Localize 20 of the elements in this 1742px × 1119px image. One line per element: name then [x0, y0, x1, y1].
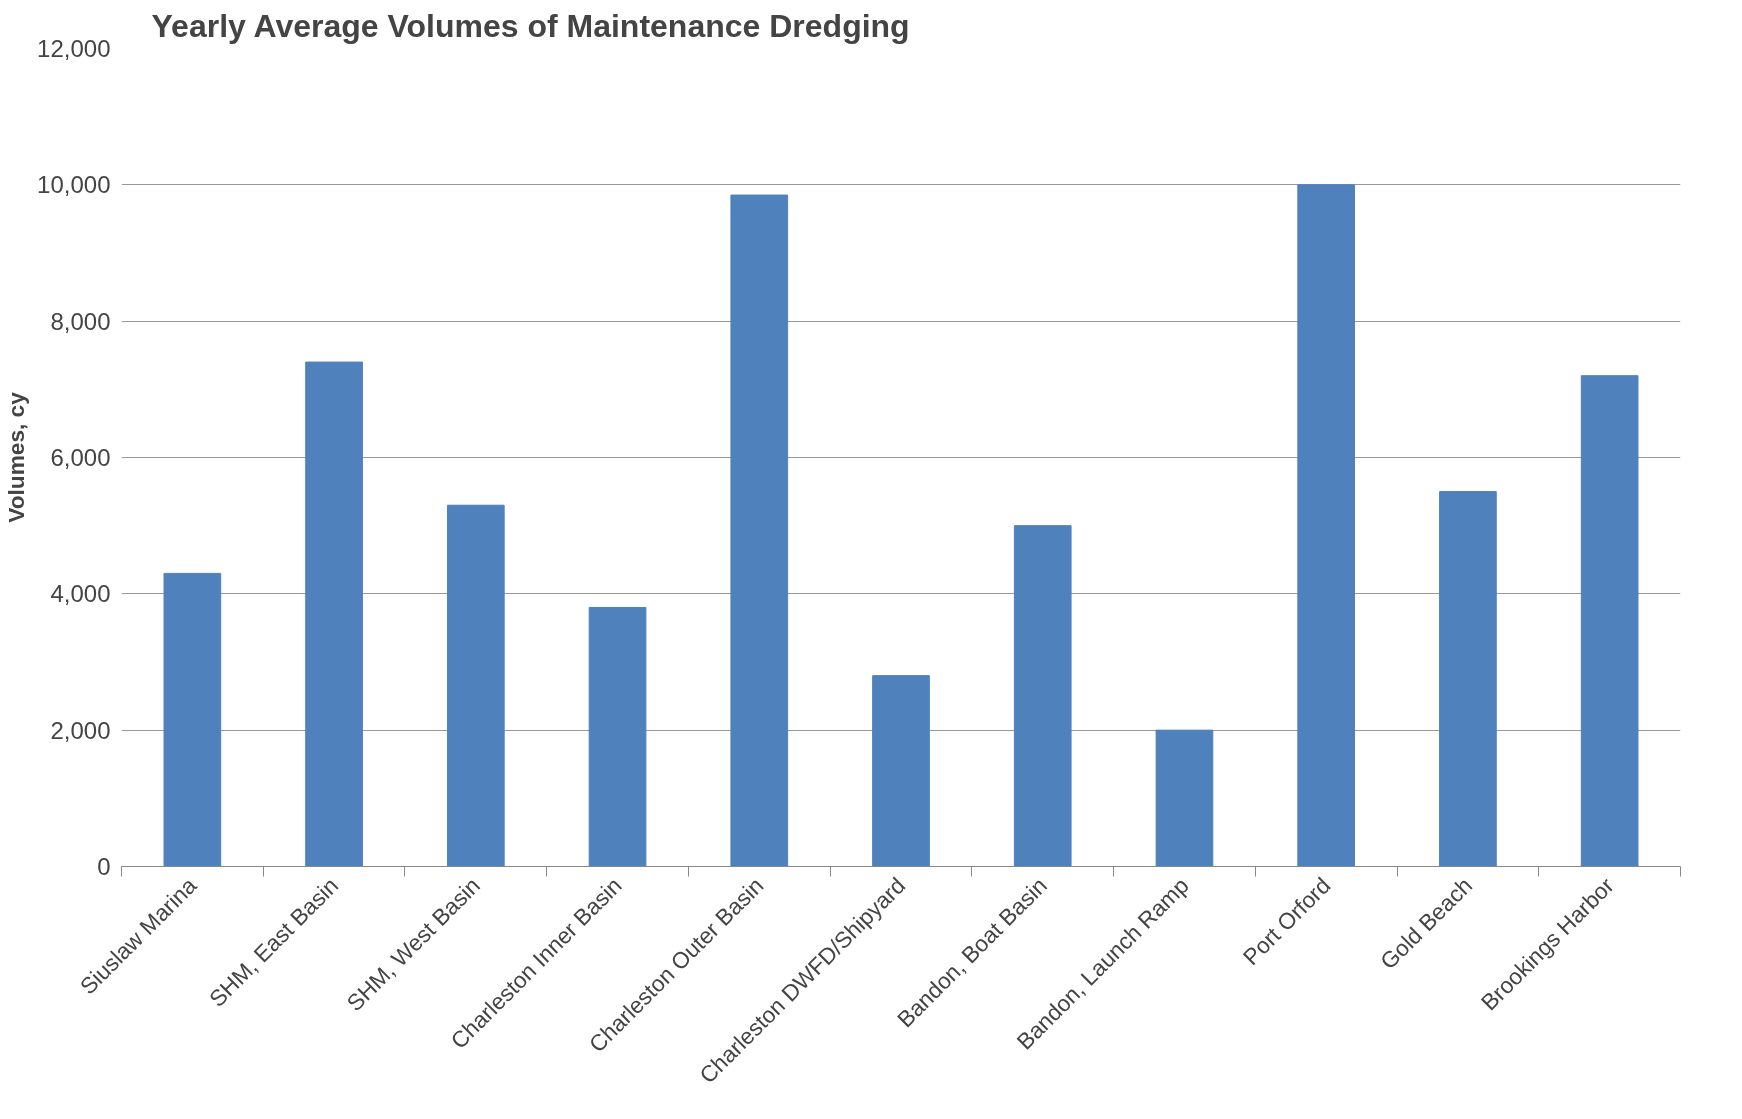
bar [1439, 491, 1497, 867]
y-tick-label: 4,000 [50, 580, 111, 608]
y-tick-label: 2,000 [50, 716, 111, 744]
bar [1580, 375, 1639, 867]
bar [588, 606, 647, 867]
y-tick-label: 12,000 [37, 35, 111, 62]
bar [1297, 184, 1356, 867]
y-axis-title: Volumes, cy [3, 391, 30, 523]
bar [1013, 525, 1072, 867]
bar [446, 504, 505, 867]
bar [730, 194, 789, 867]
bar [305, 361, 363, 867]
bar [1155, 729, 1214, 867]
bar [872, 675, 930, 867]
y-tick-label: 0 [97, 853, 111, 880]
chart-title: Yearly Average Volumes of Maintenance Dredging [151, 7, 910, 44]
y-tick-label: 8,000 [50, 307, 111, 335]
bar [163, 572, 222, 867]
y-tick-label: 10,000 [37, 171, 111, 199]
y-tick-label: 6,000 [50, 444, 111, 471]
